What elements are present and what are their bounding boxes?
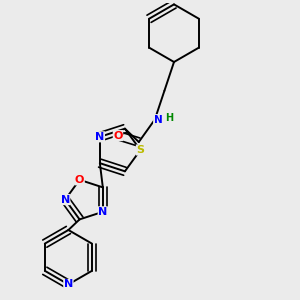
Text: N: N — [64, 279, 73, 290]
Text: N: N — [95, 132, 104, 142]
Text: N: N — [154, 115, 162, 124]
Text: N: N — [61, 195, 70, 205]
Text: O: O — [113, 130, 123, 141]
Text: O: O — [75, 175, 84, 185]
Text: N: N — [98, 207, 107, 217]
Text: H: H — [165, 113, 173, 123]
Text: S: S — [136, 145, 144, 155]
